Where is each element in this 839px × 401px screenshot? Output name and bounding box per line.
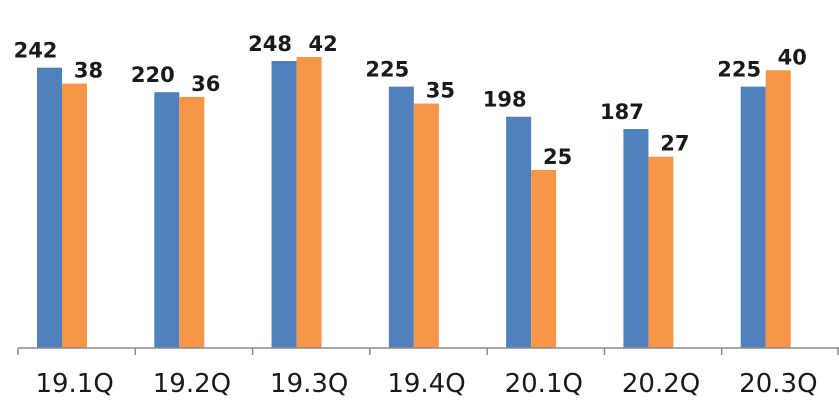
x-tick-label-19.1Q: 19.1Q <box>35 369 113 399</box>
x-tick-labels-group: 19.1Q 19.2Q 19.3Q 19.4Q 20.1Q 20.2Q 20.3Q <box>35 369 817 399</box>
data-label-series1-19.3Q: 248 <box>248 32 292 56</box>
bars-group <box>37 57 791 348</box>
data-label-series1-20.1Q: 198 <box>483 88 527 112</box>
data-label-series1-20.2Q: 187 <box>600 100 644 124</box>
data-label-series2-19.4Q: 35 <box>426 79 455 103</box>
bar-series1-20.3Q <box>741 87 766 348</box>
bar-series2-19.1Q <box>62 84 87 348</box>
data-label-series2-20.3Q: 40 <box>778 45 807 69</box>
x-tick-label-20.3Q: 20.3Q <box>739 369 817 399</box>
bar-series1-19.4Q <box>389 87 414 348</box>
bar-series2-20.1Q <box>531 170 556 348</box>
bar-series2-19.4Q <box>414 104 439 348</box>
data-label-series1-19.2Q: 220 <box>131 63 175 87</box>
data-label-series2-20.2Q: 27 <box>660 132 689 156</box>
bar-series2-20.3Q <box>766 70 791 348</box>
bar-series1-19.1Q <box>37 68 62 348</box>
x-axis <box>18 348 839 355</box>
bar-series1-20.2Q <box>623 129 648 348</box>
bar-series2-19.3Q <box>297 57 322 348</box>
data-label-series1-20.3Q: 225 <box>717 58 761 82</box>
bar-series2-20.2Q <box>648 157 673 348</box>
bar-series2-19.2Q <box>179 97 204 348</box>
x-tick-label-20.2Q: 20.2Q <box>622 369 700 399</box>
data-label-series1-19.4Q: 225 <box>365 58 409 82</box>
bar-series1-20.1Q <box>506 117 531 348</box>
x-tick-label-19.3Q: 19.3Q <box>270 369 348 399</box>
bar-series1-19.2Q <box>154 92 179 348</box>
data-label-series2-20.1Q: 25 <box>543 145 572 169</box>
x-tick-label-19.4Q: 19.4Q <box>387 369 465 399</box>
data-label-series2-19.2Q: 36 <box>191 72 220 96</box>
data-label-series2-19.3Q: 42 <box>308 32 337 56</box>
data-label-series1-19.1Q: 242 <box>14 39 58 63</box>
x-tick-label-20.1Q: 20.1Q <box>505 369 583 399</box>
x-tick-label-19.2Q: 19.2Q <box>153 369 231 399</box>
data-label-series2-19.1Q: 38 <box>74 59 103 83</box>
bar-series1-19.3Q <box>272 61 297 348</box>
